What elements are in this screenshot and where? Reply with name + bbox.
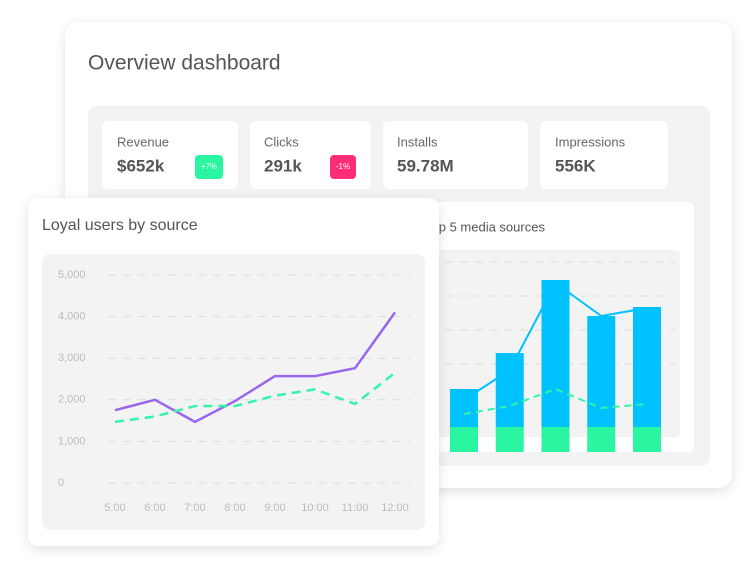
kpi-value: 556K <box>555 156 596 175</box>
bar-segment <box>450 389 478 427</box>
kpi-label: Impressions <box>555 134 626 149</box>
y-tick-label: 0 <box>58 477 64 489</box>
x-tick-label: 7:00 <box>184 502 205 514</box>
bar-segment <box>633 307 661 427</box>
badge-bg <box>330 155 356 179</box>
badge-bg <box>195 155 223 179</box>
data-line <box>114 371 396 424</box>
kpi-badge: -1% <box>336 162 350 171</box>
x-tick-label: 8:00 <box>224 502 245 514</box>
kpi-value: 291k <box>264 156 302 175</box>
y-tick-label: 2,000 <box>58 394 86 406</box>
x-tick-label: 12:00 <box>381 502 409 514</box>
x-tick-label: 9:00 <box>264 502 285 514</box>
kpi-value: 59.78M <box>397 156 454 175</box>
y-tick-label: 3,000 <box>58 352 86 364</box>
bar-segment <box>541 427 570 452</box>
x-tick-label: 6:00 <box>144 502 165 514</box>
kpi-label: Clicks <box>264 134 299 149</box>
loyal-users-card: Loyal users by source 0 1,000 2,000 3,000 4,… <box>28 198 439 546</box>
bar-segment <box>587 427 616 452</box>
kpi-badge: +7% <box>201 162 217 171</box>
x-tick-label: 11:00 <box>342 502 369 514</box>
bar-segment <box>495 427 524 452</box>
bar-segment <box>587 316 616 427</box>
bar-segment <box>495 353 524 427</box>
bar-segment <box>541 280 570 427</box>
kpi-label: Revenue <box>117 134 169 149</box>
kpi-label: Installs <box>397 134 438 149</box>
y-tick-label: 1,000 <box>58 435 86 447</box>
line-layer: 0 1,000 2,000 3,000 4,000 5,000 5:00 6:00 7:00 8:… <box>58 269 410 514</box>
data-line <box>114 311 397 424</box>
y-tick-label: 5,000 <box>58 269 86 281</box>
x-tick-label: 10:00 <box>301 502 329 514</box>
bar-layer <box>450 280 661 452</box>
x-tick-label: 5:00 <box>104 502 125 514</box>
dashboard-title: Overview dashboard <box>88 52 281 75</box>
plot-area <box>42 254 425 530</box>
kpi-card <box>540 121 668 189</box>
kpi-card <box>383 121 528 189</box>
bar-segment <box>450 427 478 452</box>
chart-title: Loyal users by source <box>42 217 198 234</box>
bar-segment <box>633 427 661 452</box>
y-tick-label: 4,000 <box>58 311 86 323</box>
data-line <box>463 387 648 415</box>
chart-title: Top 5 media sources <box>425 219 545 234</box>
data-line <box>463 281 648 401</box>
kpi-value: $652k <box>117 156 165 175</box>
